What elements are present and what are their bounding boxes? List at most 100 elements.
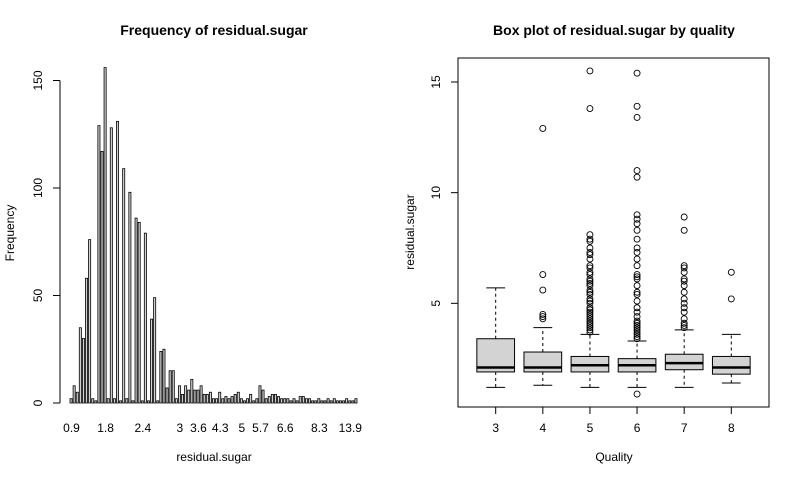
boxplot-x-tick-label: 3 — [492, 421, 499, 435]
boxplot-outlier — [586, 308, 594, 316]
boxplot-outlier — [586, 275, 594, 283]
histogram-bar — [246, 398, 250, 404]
boxplot-outlier — [633, 313, 641, 321]
histogram-bar — [125, 398, 129, 404]
histogram-bar — [181, 393, 184, 404]
boxplot-outlier — [586, 328, 594, 336]
histogram-bar — [156, 400, 160, 404]
boxplot-outlier — [633, 102, 641, 110]
boxplot-outlier — [633, 328, 641, 336]
boxplot-outlier — [633, 317, 641, 325]
boxplot-title: Box plot of residual.sugar by quality — [493, 22, 735, 38]
boxplot-outlier — [586, 268, 594, 276]
boxplot-outlier — [586, 319, 594, 327]
boxplot-outlier — [586, 310, 594, 318]
histogram-bar — [342, 400, 346, 404]
histogram-bar — [236, 391, 240, 404]
boxplot-outlier — [633, 262, 641, 270]
histogram-bar — [97, 125, 101, 404]
histogram-bars — [69, 67, 358, 404]
histogram-bar — [165, 387, 169, 404]
histogram-bar — [261, 389, 265, 404]
histogram-bar — [159, 350, 163, 404]
boxplot-outlier — [586, 313, 594, 321]
histogram-bar — [150, 318, 154, 404]
boxplot-outlier — [633, 335, 641, 343]
boxplot-frame — [457, 57, 770, 408]
histogram-bar — [267, 396, 271, 404]
histogram-bar — [314, 400, 318, 404]
histogram-bar — [320, 400, 324, 404]
histogram-x-tick-label: 13.9 — [339, 421, 363, 435]
histogram-x-tick-label: 8.3 — [311, 421, 328, 435]
boxplot-outlier — [680, 226, 688, 234]
boxplot-outlier — [680, 213, 688, 221]
boxplot-outlier — [586, 262, 594, 270]
boxplot-outlier — [727, 295, 735, 303]
boxplot-outlier — [586, 251, 594, 259]
histogram-bar — [301, 396, 305, 404]
boxplot-x-tick-label: 8 — [728, 421, 735, 435]
histogram-y-tick-label: 150 — [31, 70, 45, 90]
boxplot-outlier — [539, 310, 547, 318]
boxplot-outlier — [633, 215, 641, 223]
boxplot-outlier — [586, 231, 594, 239]
histogram-bar — [308, 398, 311, 404]
histogram-bar — [264, 398, 268, 404]
histogram-bar — [109, 127, 113, 404]
boxplot-outlier — [680, 288, 688, 296]
boxplot-outlier — [633, 220, 641, 228]
histogram-x-tick-label: 5 — [239, 421, 246, 435]
boxplot-outlier — [680, 295, 688, 303]
boxplot-outlier — [539, 313, 547, 321]
histogram-bar — [168, 370, 172, 404]
histogram-bar — [69, 398, 73, 404]
boxplot-boxes — [476, 67, 751, 398]
boxplot-outlier — [633, 390, 641, 398]
boxplot-box — [711, 355, 751, 375]
boxplot-x-tick-label: 6 — [634, 421, 641, 435]
boxplot-outlier — [633, 244, 641, 252]
histogram-bar — [270, 393, 274, 404]
boxplot-outlier — [586, 326, 594, 334]
boxplot-outlier — [586, 248, 594, 256]
histogram-bar — [345, 398, 349, 404]
histogram-x-tick-label: 4.3 — [212, 421, 229, 435]
boxplot-outlier — [633, 211, 641, 219]
histogram-bar — [224, 396, 228, 404]
boxplot-outlier — [586, 264, 594, 272]
boxplot-outlier — [680, 282, 688, 290]
histogram-bar — [295, 400, 299, 404]
histogram-bar — [332, 398, 336, 404]
histogram-bar — [354, 398, 358, 404]
boxplot-x-tick-label: 7 — [681, 421, 688, 435]
histogram-bar — [116, 120, 119, 404]
histogram-bar — [122, 168, 126, 404]
histogram-bar — [153, 297, 157, 404]
histogram-bar — [85, 277, 88, 404]
boxplot-y-axis: 5 10 15 — [429, 75, 458, 307]
histogram-bar — [162, 348, 166, 404]
histogram-bar — [311, 400, 315, 404]
histogram-bar — [94, 400, 98, 404]
histogram-bar — [304, 398, 308, 404]
boxplot-outlier — [586, 255, 594, 263]
boxplot-outlier — [586, 299, 594, 307]
boxplot-outlier — [633, 255, 641, 263]
histogram-bar — [239, 398, 243, 404]
boxplot-outlier — [586, 235, 594, 243]
histogram-bar — [218, 391, 222, 404]
boxplot-x-axis-label: Quality — [595, 450, 632, 464]
histogram-bar — [140, 400, 144, 404]
histogram-bar — [171, 370, 175, 404]
histogram-bar — [103, 67, 107, 404]
histogram-bar — [280, 398, 284, 404]
boxplot-outlier — [586, 67, 594, 75]
histogram-bar — [106, 398, 110, 404]
histogram-bar — [215, 398, 219, 404]
boxplot-outlier — [633, 275, 641, 283]
boxplot-outlier — [586, 277, 594, 285]
boxplot-outlier — [633, 304, 641, 312]
boxplot-outlier — [633, 273, 641, 281]
